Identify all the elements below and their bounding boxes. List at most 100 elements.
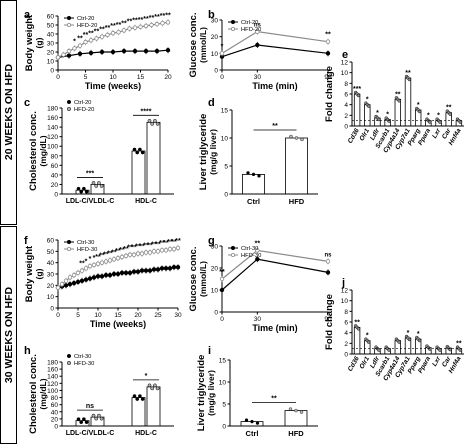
x-axis-label-a: Time (weeks) [85, 81, 141, 91]
significance-e: *** [353, 86, 361, 93]
section-label-30: 30 WEEKS ON HFD [3, 286, 15, 383]
dot-c [82, 186, 86, 191]
y-tick-label-c: 100 [47, 144, 58, 151]
y-tick-label-j: 2 [344, 341, 348, 348]
dot-c [91, 181, 96, 185]
dot-e [407, 77, 412, 82]
significance-a: ** [77, 36, 83, 43]
significance-f: ** [123, 246, 129, 253]
x-tick-label-b: 90 [324, 74, 332, 81]
y-axis-label-a: Body weight [24, 14, 35, 71]
data-point-a-1 [83, 39, 88, 45]
bar-e [404, 77, 412, 127]
data-point-g-0 [325, 270, 331, 275]
dot-h [147, 383, 152, 388]
significance-a: ** [110, 23, 116, 30]
x-tick-label-g: 90 [324, 316, 332, 323]
data-point-f-1 [139, 251, 145, 256]
legend-label-a: Ctrl-20 [77, 16, 94, 22]
data-point-f-1 [167, 246, 173, 252]
significance-a: ** [88, 30, 94, 37]
data-point-f-1 [163, 247, 169, 253]
y-tick-label-i: 10 [219, 380, 227, 387]
dot-h [132, 394, 137, 398]
dot-d [251, 172, 256, 177]
x-category-label-i: HFD [288, 429, 304, 438]
dot-h [150, 386, 155, 391]
significance-a: ** [94, 29, 100, 36]
dot-c [99, 184, 104, 188]
data-point-f-1 [111, 257, 117, 262]
panel-letter-h: h [24, 345, 31, 357]
y-tick-label-f: 20 [47, 283, 55, 290]
y-axis-label-i: Liver triglyceride [196, 355, 207, 432]
y-tick-label-b: 0 [214, 68, 218, 75]
data-point-f-1 [159, 247, 165, 253]
data-point-f-0 [119, 270, 125, 276]
significance-e: * [417, 102, 420, 109]
data-point-a-1 [94, 36, 99, 41]
dot-j [366, 340, 371, 344]
dot-h [140, 397, 145, 401]
y-axis-unit-f: (g) [34, 268, 44, 279]
x-category-label-e: Car [441, 127, 453, 140]
y-tick-label-j: 0 [344, 352, 348, 359]
dot-c [79, 189, 84, 194]
x-tick-label-f: 5 [76, 312, 80, 319]
significance-f: ** [115, 248, 121, 255]
data-point-f-1 [107, 258, 113, 263]
data-point-a-1 [165, 20, 171, 25]
y-tick-label-c: 60 [51, 163, 59, 170]
panel-letter-f: f [24, 235, 28, 247]
bar-h-1 [90, 416, 105, 427]
significance-f: ** [139, 244, 145, 251]
data-point-f-0 [95, 274, 101, 279]
bar-h-0 [75, 420, 90, 427]
x-category-label-h: LDL-C/VLDL-C [66, 430, 115, 437]
data-point-a-1 [105, 32, 110, 38]
panel-letter-e: e [342, 49, 348, 61]
dot-i [288, 407, 293, 411]
dot-d [300, 137, 304, 142]
legend-marker-b [230, 26, 235, 31]
panel-letter-g: g [208, 235, 215, 247]
dot-h [79, 420, 84, 425]
significance-f: * [89, 256, 92, 263]
data-point-f-0 [75, 279, 81, 285]
significance-f: ** [127, 245, 133, 252]
y-tick-label-f: 40 [47, 260, 55, 267]
y-tick-label-f: 30 [47, 272, 55, 279]
significance-a: ** [121, 20, 127, 27]
dot-e [356, 93, 361, 98]
y-axis-unit-d: (mg/g liver) [208, 129, 218, 175]
data-point-f-1 [151, 249, 157, 254]
significance-i: ** [271, 396, 277, 403]
significance-e: * [386, 112, 389, 119]
data-point-f-0 [107, 272, 113, 278]
y-tick-label-e: 10 [341, 70, 349, 77]
significance-a: ** [138, 17, 144, 24]
significance-f: ** [155, 241, 161, 248]
data-point-f-1 [59, 282, 65, 287]
y-tick-label-c: 0 [54, 192, 58, 199]
data-point-f-0 [111, 271, 117, 277]
dot-i [294, 408, 298, 413]
y-tick-label-h: 100 [47, 388, 58, 395]
dot-d [289, 134, 293, 139]
y-tick-label-i: 15 [219, 358, 227, 365]
dot-e [458, 120, 463, 124]
y-tick-label-h: 0 [54, 424, 58, 431]
x-category-label-h: HDL-C [135, 430, 157, 437]
x-tick-label-f: 30 [174, 312, 182, 319]
x-tick-label-f: 15 [114, 312, 122, 319]
dot-h [82, 417, 86, 422]
data-point-g-1 [255, 248, 260, 253]
y-tick-label-i: 0 [222, 424, 226, 431]
significance-a: ** [83, 32, 89, 39]
legend-label-f: HFD-30 [77, 247, 97, 253]
significance-c: **** [141, 108, 152, 115]
y-tick-label-h: 180 [47, 360, 58, 367]
data-point-a-0 [66, 53, 72, 58]
x-tick-label-a: 5 [84, 74, 88, 81]
